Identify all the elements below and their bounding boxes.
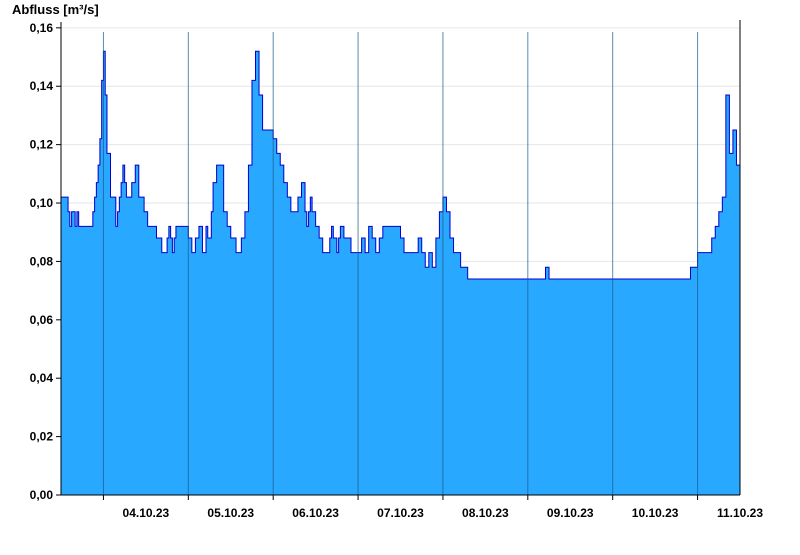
x-tick-label: 06.10.23 bbox=[292, 506, 339, 520]
day-separators bbox=[102, 32, 699, 495]
y-tick-label: 0,08 bbox=[30, 254, 54, 268]
y-tick-label: 0,14 bbox=[30, 79, 54, 93]
discharge-line bbox=[61, 50, 740, 280]
y-tick-label: 0,16 bbox=[30, 21, 54, 35]
x-tick-label: 05.10.23 bbox=[207, 506, 254, 520]
y-tick-label: 0,06 bbox=[30, 313, 54, 327]
x-tick-label: 11.10.23 bbox=[717, 506, 763, 520]
y-ticks: 0,00 0,02 0,04 0,06 0,08 0,10 0,12 0,14 0,16 bbox=[30, 21, 61, 502]
y-tick-label: 0,04 bbox=[30, 371, 54, 385]
y-tick-label: 0,12 bbox=[30, 138, 54, 152]
x-tick-label: 07.10.23 bbox=[377, 506, 424, 520]
y-tick-label: 0,00 bbox=[30, 488, 54, 502]
discharge-area bbox=[61, 51, 740, 495]
y-axis-label: Abfluss [m³/s] bbox=[12, 2, 99, 17]
x-tick-label: 09.10.23 bbox=[547, 506, 594, 520]
y-tick-label: 0,10 bbox=[30, 196, 54, 210]
area-layer bbox=[61, 50, 740, 495]
x-tick-label: 08.10.23 bbox=[462, 506, 509, 520]
x-ticks: 04.10.23 05.10.23 06.10.23 07.10.23 08.10.23… bbox=[102, 495, 763, 520]
y-tick-label: 0,02 bbox=[30, 430, 54, 444]
x-tick-label: 04.10.23 bbox=[123, 506, 170, 520]
x-tick-label: 10.10.23 bbox=[632, 506, 679, 520]
axes bbox=[60, 20, 741, 496]
